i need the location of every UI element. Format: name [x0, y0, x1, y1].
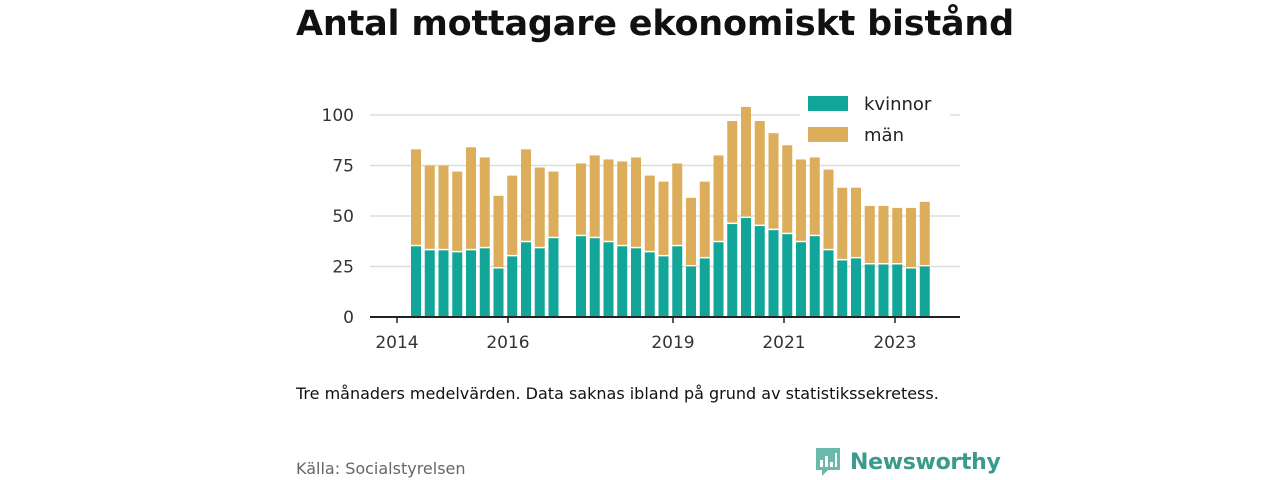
bar-kvinnor — [892, 264, 903, 317]
bar-kvinnor — [452, 252, 463, 317]
bars — [411, 106, 930, 317]
brand-name: Newsworthy — [850, 449, 1001, 475]
bar-man — [411, 149, 421, 245]
bar-man — [796, 159, 806, 241]
bar-kvinnor — [906, 268, 916, 317]
bar-kvinnor — [576, 236, 586, 317]
bar-kvinnor — [493, 268, 504, 317]
bar-man — [466, 147, 476, 249]
bar-kvinnor — [823, 250, 834, 317]
source-label: Källa: Socialstyrelsen — [296, 459, 466, 478]
legend-swatch-kvinnor — [808, 96, 848, 111]
bar-man — [521, 149, 531, 241]
bar-man — [823, 169, 834, 249]
bar-man — [686, 197, 696, 265]
bar-kvinnor — [713, 242, 724, 317]
bar-man — [919, 201, 930, 265]
bar-kvinnor — [548, 238, 559, 317]
bar-kvinnor — [644, 252, 655, 317]
bar-man — [493, 195, 504, 268]
x-tick-label: 2014 — [375, 333, 418, 353]
bar-man — [644, 175, 655, 251]
bar-kvinnor — [658, 256, 669, 317]
bar-man — [424, 165, 435, 249]
bar-kvinnor — [507, 256, 518, 317]
brand-logo[interactable]: Newsworthy — [814, 446, 1001, 478]
y-tick-label: 50 — [332, 207, 354, 227]
bar-kvinnor — [466, 250, 476, 317]
bar-man — [452, 171, 463, 251]
bar-kvinnor — [741, 218, 751, 317]
bar-man — [479, 157, 490, 247]
bar-kvinnor — [521, 242, 531, 317]
bar-kvinnor — [754, 226, 765, 317]
bar-kvinnor — [878, 264, 889, 317]
x-tick-label: 2023 — [873, 333, 916, 353]
bar-man — [727, 121, 738, 223]
legend-swatch-man — [808, 127, 848, 142]
y-tick-label: 75 — [332, 157, 354, 177]
legend-label-man: män — [864, 125, 904, 146]
bar-kvinnor — [534, 248, 545, 317]
bar-kvinnor — [631, 248, 641, 317]
x-axis: 2014 2016 2019 2021 2023 — [370, 316, 960, 353]
bar-man — [534, 167, 545, 247]
bar-kvinnor — [699, 258, 710, 317]
legend-label-kvinnor: kvinnor — [864, 94, 932, 115]
bar-man — [809, 157, 820, 235]
x-tick-label: 2016 — [486, 333, 529, 353]
bar-man — [672, 163, 683, 245]
bar-kvinnor — [768, 230, 779, 317]
bar-man — [699, 181, 710, 257]
bar-man — [906, 207, 916, 268]
y-axis: 0 25 50 75 100 — [322, 106, 354, 328]
newsworthy-logo-icon — [816, 448, 840, 476]
bar-man — [713, 155, 724, 241]
bar-man — [438, 165, 449, 249]
bar-man — [864, 205, 875, 263]
bar-kvinnor — [438, 250, 449, 317]
bar-man — [548, 171, 559, 237]
bar-kvinnor — [851, 258, 861, 317]
y-tick-label: 100 — [322, 106, 354, 126]
stacked-bar-chart: 0 25 50 75 100 2014 2016 2019 2021 2023 kvinnor m… — [321, 88, 960, 353]
bar-man — [631, 157, 641, 247]
bar-kvinnor — [617, 246, 628, 317]
legend: kvinnor män — [800, 88, 950, 154]
bar-kvinnor — [672, 246, 683, 317]
bar-man — [617, 161, 628, 245]
chart-title: Antal mottagare ekonomiskt bistånd — [296, 4, 1014, 44]
x-tick-label: 2019 — [651, 333, 694, 353]
bar-kvinnor — [782, 234, 793, 317]
bar-kvinnor — [424, 250, 435, 317]
bar-kvinnor — [919, 266, 930, 317]
bar-man — [603, 159, 614, 241]
bar-kvinnor — [864, 264, 875, 317]
bar-man — [851, 187, 861, 257]
bar-man — [576, 163, 586, 235]
bar-kvinnor — [796, 242, 806, 317]
bar-kvinnor — [479, 248, 490, 317]
bar-man — [741, 106, 751, 217]
bar-kvinnor — [686, 266, 696, 317]
bar-man — [507, 175, 518, 255]
bar-kvinnor — [727, 224, 738, 317]
bar-man — [658, 181, 669, 255]
bar-kvinnor — [837, 260, 848, 317]
bar-kvinnor — [411, 246, 421, 317]
bar-man — [768, 133, 779, 229]
bar-kvinnor — [809, 236, 820, 317]
bar-kvinnor — [589, 238, 600, 317]
bar-man — [589, 155, 600, 237]
bar-kvinnor — [603, 242, 614, 317]
bar-man — [837, 187, 848, 259]
y-tick-label: 25 — [332, 258, 354, 278]
x-tick-label: 2021 — [762, 333, 805, 353]
y-tick-label: 0 — [343, 308, 354, 328]
bar-man — [782, 145, 793, 233]
bar-man — [754, 121, 765, 225]
bar-man — [892, 207, 903, 263]
chart-note: Tre månaders medelvärden. Data saknas ib… — [296, 384, 939, 403]
bar-man — [878, 205, 889, 263]
